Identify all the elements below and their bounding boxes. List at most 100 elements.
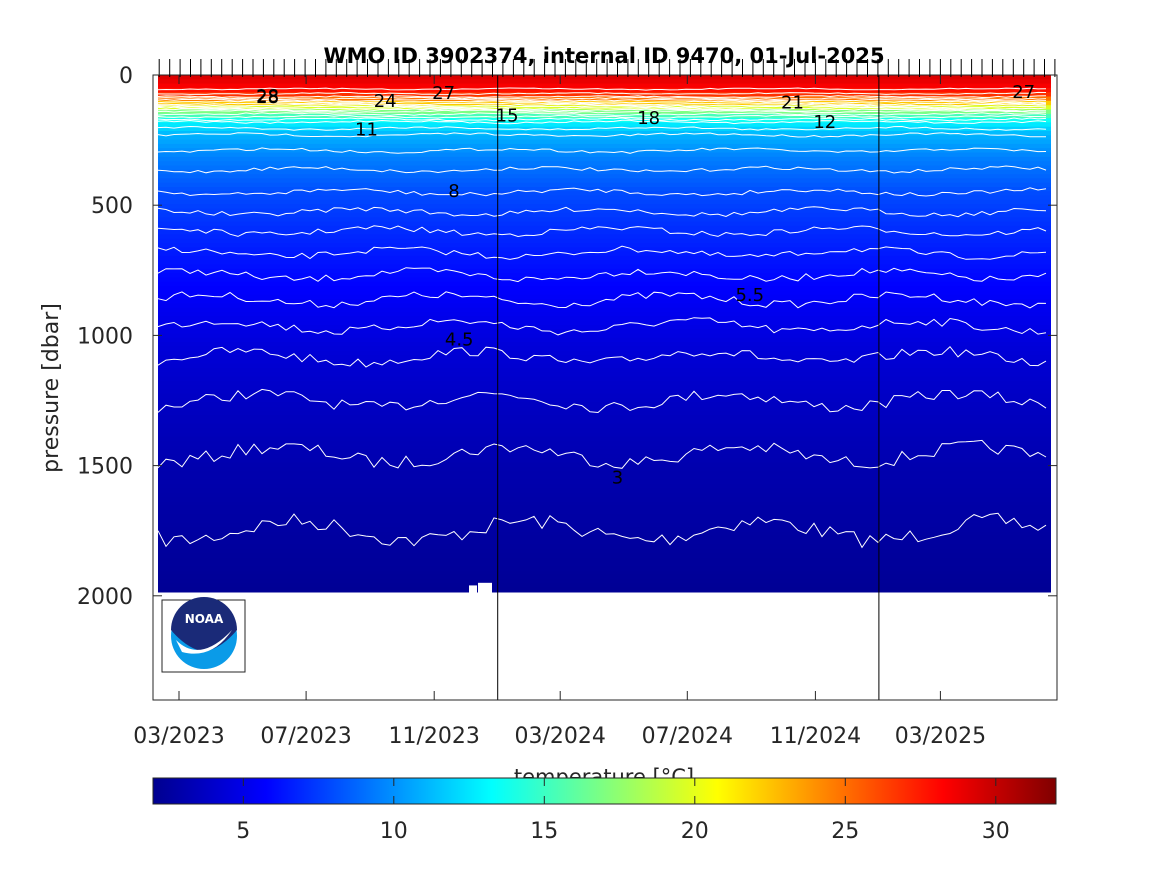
temperature-band: [158, 514, 1051, 520]
temperature-band: [158, 535, 1051, 541]
temperature-band: [158, 445, 1051, 451]
colorbar-tick-label: 15: [530, 819, 558, 844]
isotherm-28: [157, 87, 1047, 91]
contour-label: 8: [448, 181, 459, 202]
temperature-band: [158, 531, 1051, 537]
temperature-band: [158, 251, 1051, 257]
isotherm-16: [157, 112, 1047, 116]
temperature-band: [158, 501, 1051, 507]
x-tick-label: 03/2024: [514, 724, 605, 749]
data-gap: [469, 585, 477, 598]
y-tick-label: 1000: [77, 324, 133, 349]
isotherm-7: [157, 225, 1047, 238]
temperature-band: [158, 432, 1051, 438]
contour-label: 28: [256, 86, 279, 107]
isotherm-7.5: [157, 206, 1047, 218]
isotherm-23: [157, 100, 1047, 104]
temperature-band: [158, 428, 1051, 434]
temperature-band: [158, 467, 1051, 472]
isotherm-24: [157, 98, 1047, 102]
y-tick-label: 1500: [77, 455, 133, 480]
temperature-band: [158, 92, 1051, 98]
temperature-band: [158, 118, 1051, 123]
noaa-logo: NOAA: [161, 597, 246, 673]
temperature-band: [158, 195, 1051, 201]
temperature-band: [158, 316, 1051, 322]
temperature-band: [158, 458, 1051, 464]
temperature-band: [158, 583, 1051, 589]
temperature-band: [158, 178, 1051, 184]
temperature-band: [158, 574, 1051, 580]
isotherm-6.5: [157, 245, 1047, 260]
year-markers: [497, 75, 880, 700]
isotherm-contours: [157, 87, 1047, 549]
temperature-band: [158, 436, 1051, 442]
contour-label: 27: [432, 83, 455, 104]
colorbar-tick-label: 5: [236, 819, 250, 844]
temperature-band: [158, 100, 1051, 106]
temperature-band: [158, 579, 1051, 584]
colorbar-ticks: 5 10 15 20 25 30: [236, 778, 1010, 844]
isotherm-12: [157, 125, 1047, 131]
isotherm-11: [157, 132, 1046, 138]
temperature-band: [158, 122, 1051, 128]
temperature-band: [158, 204, 1051, 210]
temperature-band: [158, 557, 1051, 563]
temperature-band: [158, 243, 1051, 248]
temperature-band: [158, 389, 1051, 395]
colorbar-tick-label: 30: [982, 819, 1010, 844]
temperature-band: [158, 324, 1051, 330]
isotherm-10: [157, 147, 1047, 154]
temperature-band: [158, 540, 1051, 546]
temperature-band: [158, 290, 1051, 296]
isotherm-18: [157, 108, 1047, 112]
temperature-band: [158, 346, 1051, 352]
temperature-band: [158, 398, 1051, 403]
temperature-band: [158, 406, 1051, 412]
colorbar-tick-label: 20: [681, 819, 709, 844]
temperature-band: [158, 329, 1051, 335]
temperature-band: [158, 255, 1051, 261]
temperature-band: [158, 75, 1051, 80]
x-tick-label: 07/2024: [642, 724, 733, 749]
temperature-band: [158, 286, 1051, 291]
temperature-band: [158, 372, 1051, 378]
contour-label: 15: [496, 105, 519, 126]
temperature-band: [158, 337, 1051, 343]
temperature-band: [158, 126, 1051, 132]
temperature-band: [158, 260, 1051, 266]
temperature-band: [158, 419, 1051, 425]
temperature-band: [158, 367, 1051, 373]
temperature-band: [158, 273, 1051, 279]
temperature-band: [158, 161, 1051, 167]
temperature-band: [158, 544, 1051, 550]
temperature-band: [158, 488, 1051, 494]
temperature-band: [158, 307, 1051, 313]
temperature-band: [158, 169, 1051, 175]
temperature-band: [158, 148, 1051, 154]
contour-label: 21: [781, 92, 804, 113]
isotherm-8: [157, 187, 1047, 197]
isotherm-9: [157, 165, 1047, 174]
plot-frame: [152, 74, 1058, 701]
temperature-band: [158, 462, 1051, 468]
temperature-band: [158, 449, 1051, 455]
isotherm-3: [157, 512, 1047, 549]
temperature-band: [158, 510, 1051, 515]
temperature-band: [158, 152, 1051, 158]
temperature-band: [158, 570, 1051, 576]
temperature-band: [158, 548, 1051, 554]
temperature-band: [158, 363, 1051, 369]
temperature-band: [158, 79, 1051, 85]
temperature-band: [158, 320, 1051, 326]
temperature-band: [158, 553, 1051, 559]
y-tick-label: 500: [91, 194, 133, 219]
temperature-band: [158, 380, 1051, 386]
y-tick-label: 0: [119, 64, 133, 89]
x-tick-label: 11/2024: [770, 724, 861, 749]
temperature-band: [158, 566, 1051, 571]
data-gap: [478, 582, 492, 601]
temperature-band: [158, 342, 1051, 347]
isotherm-26: [157, 95, 1047, 99]
noaa-logo-text: NOAA: [185, 612, 224, 626]
